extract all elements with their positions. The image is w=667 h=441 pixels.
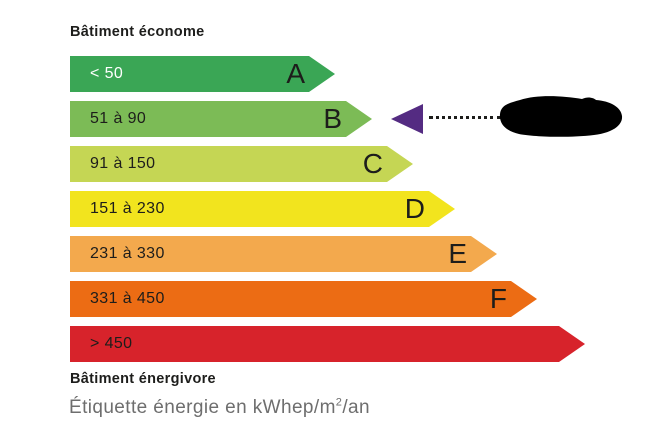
energy-class-bar-e: 231 à 330 E (70, 236, 497, 272)
energy-range-label: 51 à 90 (90, 110, 147, 127)
energy-range-label: 331 à 450 (90, 290, 165, 307)
energy-class-letter: F (489, 283, 507, 314)
redacted-value-blob (499, 96, 623, 137)
energy-class-bar-a: < 50 A (70, 56, 335, 92)
energy-range-label: 231 à 330 (90, 245, 165, 262)
class-pointer-arrow-icon (391, 104, 423, 134)
energy-range-label: > 450 (90, 335, 133, 352)
energy-label-caption: Étiquette énergie en kWhep/m2/an (69, 397, 370, 419)
caption-superscript: 2 (335, 396, 343, 409)
energy-class-letter: B (323, 103, 342, 134)
energy-class-letter: E (448, 238, 467, 269)
energy-class-letter: D (404, 193, 425, 224)
energy-class-bar-g: > 450 (70, 326, 585, 362)
energy-class-bar-c: 91 à 150 C (70, 146, 413, 182)
energy-class-letter: C (362, 148, 383, 179)
energy-guzzling-building-label: Bâtiment énergivore (70, 371, 216, 387)
caption-text: Étiquette énergie en kWhep/m (69, 397, 336, 418)
energy-range-label: 91 à 150 (90, 155, 156, 172)
energy-class-letter: A (286, 58, 305, 89)
caption-suffix: /an (342, 397, 370, 418)
energy-class-bar-b: 51 à 90 B (70, 101, 372, 137)
dotted-leader-line (429, 116, 501, 119)
energy-class-bar-d: 151 à 230 D (70, 191, 455, 227)
energy-range-label: < 50 (90, 65, 124, 82)
redaction-shape (499, 96, 623, 137)
energy-range-label: 151 à 230 (90, 200, 165, 217)
economical-building-label: Bâtiment économe (70, 24, 205, 40)
energy-class-bar-f: 331 à 450 F (70, 281, 537, 317)
